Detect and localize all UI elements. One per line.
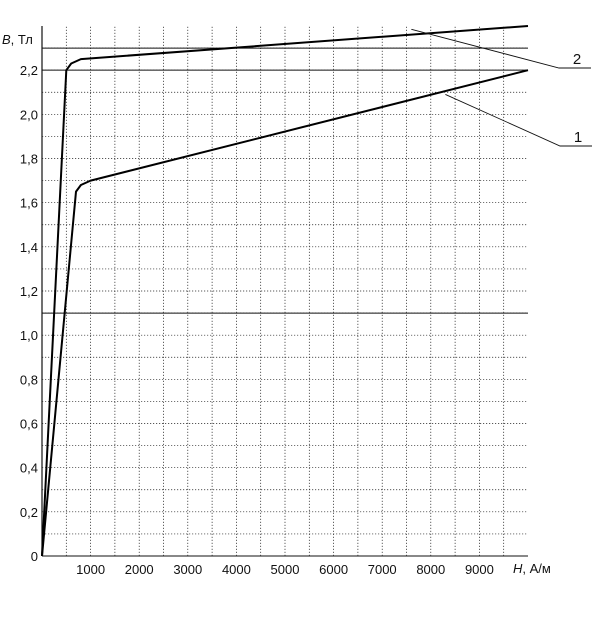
x-tick-label: 9000: [465, 562, 494, 577]
curve-label-1: 1: [574, 129, 582, 146]
y-axis-unit: , Тл: [11, 32, 33, 47]
y-axis-symbol: B: [2, 32, 11, 47]
y-tick-label: 0,4: [20, 461, 38, 476]
x-tick-label: 3000: [173, 562, 202, 577]
x-tick-label: 5000: [271, 562, 300, 577]
y-tick-label: 1,2: [20, 284, 38, 299]
y-tick-label: 1,0: [20, 328, 38, 343]
x-axis-title: H, А/м: [513, 561, 551, 576]
curves: [41, 25, 529, 557]
x-tick-label: 7000: [368, 562, 397, 577]
y-tick-label: 0,8: [20, 372, 38, 387]
y-tick-label: 2,2: [20, 63, 38, 78]
x-tick-label: 6000: [319, 562, 348, 577]
x-tick-label: 8000: [416, 562, 445, 577]
y-tick-label: 1,6: [20, 196, 38, 211]
leader-line-1: [445, 94, 592, 147]
curve-labels: 12: [411, 28, 592, 147]
curve-label-2: 2: [573, 51, 581, 68]
x-axis-symbol: H: [513, 561, 523, 576]
y-axis-title: B, Тл: [2, 32, 33, 47]
x-tick-label: 2000: [125, 562, 154, 577]
x-tick-label: 1000: [76, 562, 105, 577]
curve-2: [41, 25, 529, 557]
x-tick-label: 4000: [222, 562, 251, 577]
tick-labels: 0 0,2 0,4 0,6 0,8 1,0 1,2 1,4 1,6 1,8 2,0 2,2 1000 20…: [20, 63, 494, 577]
y-tick-label: 0: [31, 549, 38, 564]
y-tick-label: 0,6: [20, 417, 38, 432]
y-tick-label: 2,0: [20, 107, 38, 122]
leader-line-2: [411, 28, 591, 69]
grid: [41, 26, 528, 557]
x-axis-unit: , А/м: [522, 561, 551, 576]
y-tick-label: 1,4: [20, 240, 38, 255]
y-tick-label: 0,2: [20, 505, 38, 520]
curve-1: [41, 69, 529, 557]
y-tick-label: 1,8: [20, 152, 38, 167]
